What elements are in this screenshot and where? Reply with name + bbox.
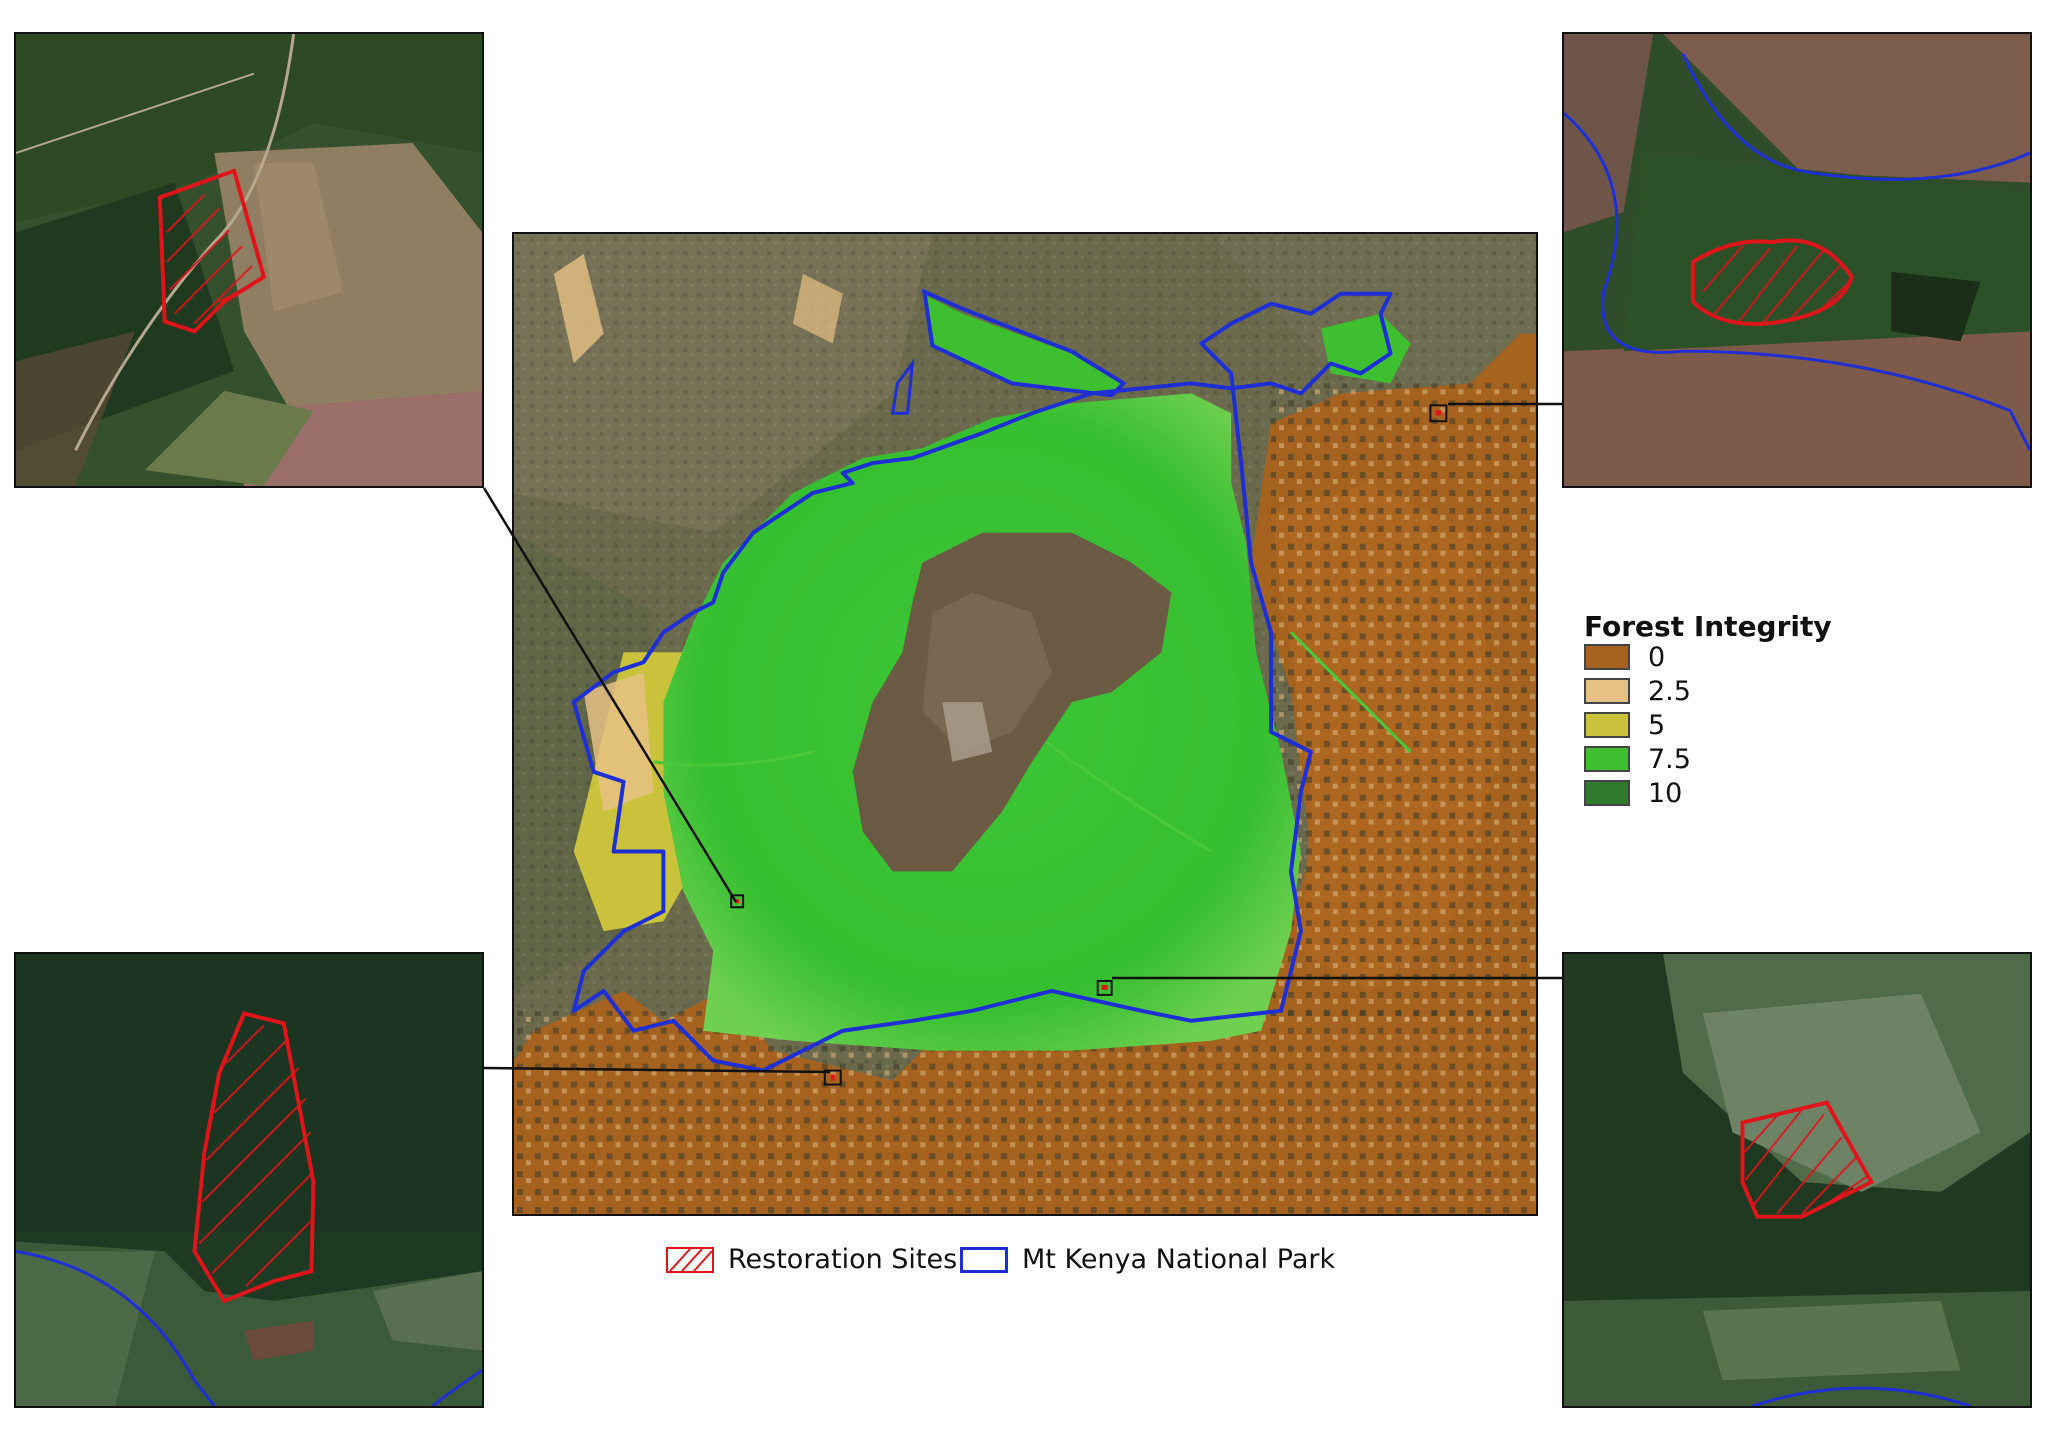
forest-integrity-raster [514, 234, 1536, 1214]
legend-label: 0 [1648, 641, 1666, 673]
inset-top-left[interactable] [14, 32, 484, 488]
inset-satellite-image [16, 34, 482, 486]
inset-satellite-image [1564, 954, 2030, 1406]
restoration-site-marker-northeast[interactable] [1429, 404, 1448, 423]
legend-swatch [1584, 678, 1630, 704]
restoration-site-marker-south[interactable] [823, 1069, 842, 1086]
legend-label: 7.5 [1648, 743, 1691, 775]
legend-swatch [1584, 746, 1630, 772]
legend-item: 7.5 [1584, 743, 1691, 775]
legend-item: 5 [1584, 709, 1666, 741]
legend-swatch [1584, 712, 1630, 738]
park-boundary [1564, 112, 2030, 451]
restoration-site-polygon[interactable] [157, 168, 267, 334]
national-park-key: Mt Kenya National Park [960, 1244, 1335, 1275]
northern-forest-strip [922, 293, 1122, 394]
inset-satellite-image [16, 954, 482, 1406]
park-boundary [16, 1249, 216, 1406]
boundary-swatch-icon [960, 1246, 1008, 1273]
restoration-sites-key: Restoration Sites [666, 1244, 957, 1275]
national-park-label: Mt Kenya National Park [1022, 1244, 1336, 1275]
legend-swatch [1584, 644, 1630, 670]
legend-label: 2.5 [1648, 675, 1691, 707]
legend-label: 10 [1648, 777, 1683, 809]
legend-item: 10 [1584, 777, 1683, 809]
inset-top-right[interactable] [1562, 32, 2032, 488]
legend-title: Forest Integrity [1584, 610, 1832, 643]
inset-bottom-left[interactable] [14, 952, 484, 1408]
restoration-sites-label: Restoration Sites [728, 1244, 958, 1275]
inset-bottom-right[interactable] [1562, 952, 2032, 1408]
legend-label: 5 [1648, 709, 1666, 741]
main-map[interactable] [512, 232, 1538, 1216]
restoration-site-polygon[interactable] [1690, 238, 1854, 326]
legend-item: 2.5 [1584, 675, 1691, 707]
restoration-site-marker-southeast[interactable] [1096, 979, 1113, 996]
hatched-swatch-icon [666, 1246, 714, 1273]
legend-swatch [1584, 780, 1630, 806]
inset-satellite-image [1564, 34, 2030, 486]
park-boundary [1751, 1386, 1971, 1406]
restoration-site-polygon[interactable] [192, 1011, 316, 1304]
restoration-site-polygon[interactable] [1740, 1100, 1875, 1219]
legend-item: 0 [1584, 641, 1666, 673]
